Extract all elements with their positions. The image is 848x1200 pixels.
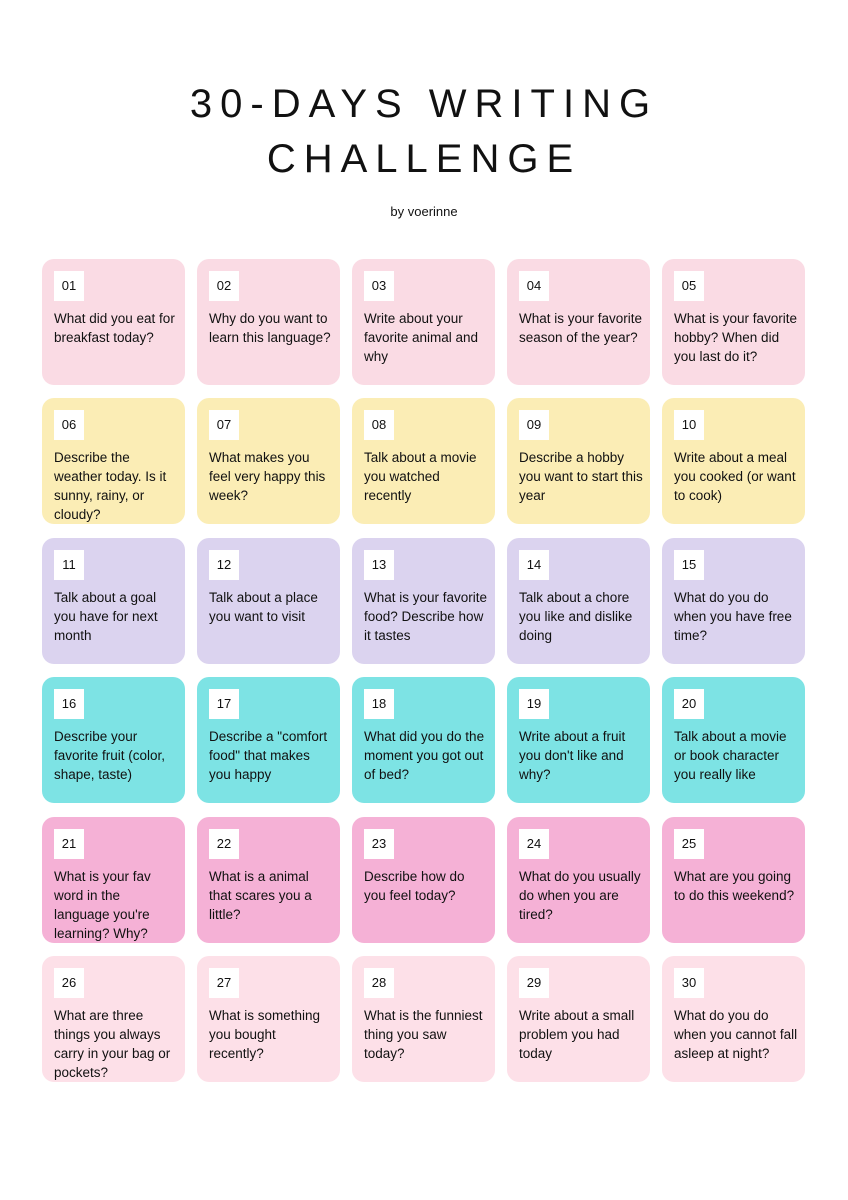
prompt-card: 05 What is your favorite hobby? When did …: [662, 259, 805, 385]
prompt-text: What do you do when you have free time?: [674, 589, 792, 643]
day-number: 14: [519, 549, 549, 580]
prompt-text: What did you eat for breakfast today?: [54, 311, 175, 345]
prompt-text: Talk about a place you want to visit: [209, 589, 318, 624]
day-number: 22: [209, 828, 239, 859]
prompt-card: 29 Write about a small problem you had to…: [507, 956, 650, 1082]
prompt-card: 04 What is your favorite season of the ye…: [507, 259, 650, 385]
prompt-text: What did you do the moment you got out o…: [364, 729, 485, 783]
prompt-text: What is something you bought recently?: [209, 1008, 321, 1061]
day-number: 27: [209, 968, 239, 998]
prompt-text: Write about your favorite animal and why: [364, 311, 479, 364]
day-number: 08: [364, 410, 394, 441]
prompt-card: 02 Why do you want to learn this language…: [197, 259, 340, 385]
prompt-card: 18 What did you do the moment you got out…: [352, 677, 495, 804]
day-number: 07: [209, 410, 239, 441]
prompt-card: 14 Talk about a chore you like and dislik…: [507, 537, 650, 664]
prompt-text: Describe a hobby you want to start this …: [519, 450, 643, 504]
day-number: 12: [209, 549, 239, 580]
day-number: 06: [54, 410, 84, 441]
prompt-card: 03 Write about your favorite animal and w…: [352, 259, 495, 385]
prompt-card: 09 Describe a hobby you want to start thi…: [507, 398, 650, 525]
prompt-card: 30 What do you do when you cannot fall as…: [662, 956, 805, 1082]
prompt-text: What are three things you always carry i…: [54, 1008, 171, 1080]
prompt-card: 20 Talk about a movie or book character y…: [662, 677, 805, 804]
prompt-text: Describe the weather today. Is it sunny,…: [54, 450, 167, 523]
prompt-text: Describe how do you feel today?: [364, 868, 465, 903]
prompt-text: Talk about a chore you like and dislike …: [519, 589, 633, 643]
prompt-text: What do you do when you cannot fall asle…: [674, 1008, 798, 1061]
prompt-card: 15 What do you do when you have free time…: [662, 537, 805, 664]
prompt-text: Describe a "comfort food" that makes you…: [209, 729, 328, 783]
byline: by voerinne: [390, 204, 458, 219]
prompt-card: 28 What is the funniest thing you saw tod…: [352, 956, 495, 1082]
day-number: 04: [519, 271, 549, 301]
prompt-card: 17 Describe a "comfort food" that makes y…: [197, 677, 340, 804]
prompt-text: What are you going to do this weekend?: [674, 868, 795, 903]
day-number: 03: [364, 271, 394, 301]
day-number: 20: [674, 689, 704, 720]
prompt-card: 16 Describe your favorite fruit (color, s…: [42, 677, 185, 804]
prompt-text: What is a animal that scares you a littl…: [209, 868, 312, 922]
prompt-card: 13 What is your favorite food? Describe h…: [352, 537, 495, 664]
day-number: 21: [54, 828, 84, 859]
prompt-text: What is your favorite food? Describe how…: [364, 589, 488, 643]
prompt-text: What makes you feel very happy this week…: [209, 450, 326, 504]
day-number: 05: [674, 271, 704, 301]
prompt-text: Talk about a movie or book character you…: [674, 729, 787, 783]
prompt-text: What do you usually do when you are tire…: [519, 868, 641, 922]
prompt-card: 25 What are you going to do this weekend?: [662, 816, 805, 943]
prompt-text: Write about a fruit you don't like and w…: [519, 729, 626, 783]
prompt-text: Talk about a movie you watched recently: [364, 450, 477, 504]
prompt-text: Write about a meal you cooked (or want t…: [674, 450, 796, 504]
prompt-card: 10 Write about a meal you cooked (or want…: [662, 398, 805, 525]
day-number: 09: [519, 410, 549, 441]
day-number: 15: [674, 549, 704, 580]
prompt-card: 19 Write about a fruit you don't like and…: [507, 677, 650, 804]
day-number: 18: [364, 689, 394, 720]
day-number: 01: [54, 271, 84, 301]
day-number: 26: [54, 968, 84, 998]
day-number: 23: [364, 828, 394, 859]
day-number: 25: [674, 828, 704, 859]
day-number: 16: [54, 689, 84, 720]
prompt-card: 22 What is a animal that scares you a lit…: [197, 816, 340, 943]
prompt-card: 06 Describe the weather today. Is it sunn…: [42, 398, 185, 525]
prompt-text: What is your fav word in the language yo…: [54, 868, 151, 941]
prompt-card: 23 Describe how do you feel today?: [352, 816, 495, 943]
day-number: 28: [364, 968, 394, 998]
prompt-text: What is the funniest thing you saw today…: [364, 1008, 483, 1061]
prompt-text: What is your favorite hobby? When did yo…: [674, 311, 798, 364]
prompt-card: 26 What are three things you always carry…: [42, 956, 185, 1082]
prompt-card: 11 Talk about a goal you have for next mo…: [42, 537, 185, 664]
day-number: 24: [519, 828, 549, 859]
day-number: 19: [519, 689, 549, 720]
prompt-card: 08 Talk about a movie you watched recentl…: [352, 398, 495, 525]
prompt-card: 07 What makes you feel very happy this we…: [197, 398, 340, 525]
prompt-card: 21 What is your fav word in the language …: [42, 816, 185, 943]
prompt-text: Why do you want to learn this language?: [209, 311, 331, 345]
prompt-text: Describe your favorite fruit (color, sha…: [54, 729, 166, 783]
day-number: 10: [674, 410, 704, 441]
prompt-text: Write about a small problem you had toda…: [519, 1008, 635, 1061]
prompt-card: 01 What did you eat for breakfast today?: [42, 259, 185, 385]
prompt-text: What is your favorite season of the year…: [519, 311, 643, 345]
day-number: 29: [519, 968, 549, 998]
title-line: CHALLENGE: [266, 137, 582, 181]
day-number: 17: [209, 689, 239, 720]
prompt-card: 24 What do you usually do when you are ti…: [507, 816, 650, 943]
title-line: 30-DAYS WRITING: [189, 82, 659, 126]
day-number: 11: [54, 549, 84, 580]
day-number: 13: [364, 549, 394, 580]
prompt-card: 27 What is something you bought recently?: [197, 956, 340, 1082]
day-number: 02: [209, 271, 239, 301]
day-number: 30: [674, 968, 704, 998]
prompt-card: 12 Talk about a place you want to visit: [197, 537, 340, 664]
prompt-text: Talk about a goal you have for next mont…: [54, 589, 158, 643]
